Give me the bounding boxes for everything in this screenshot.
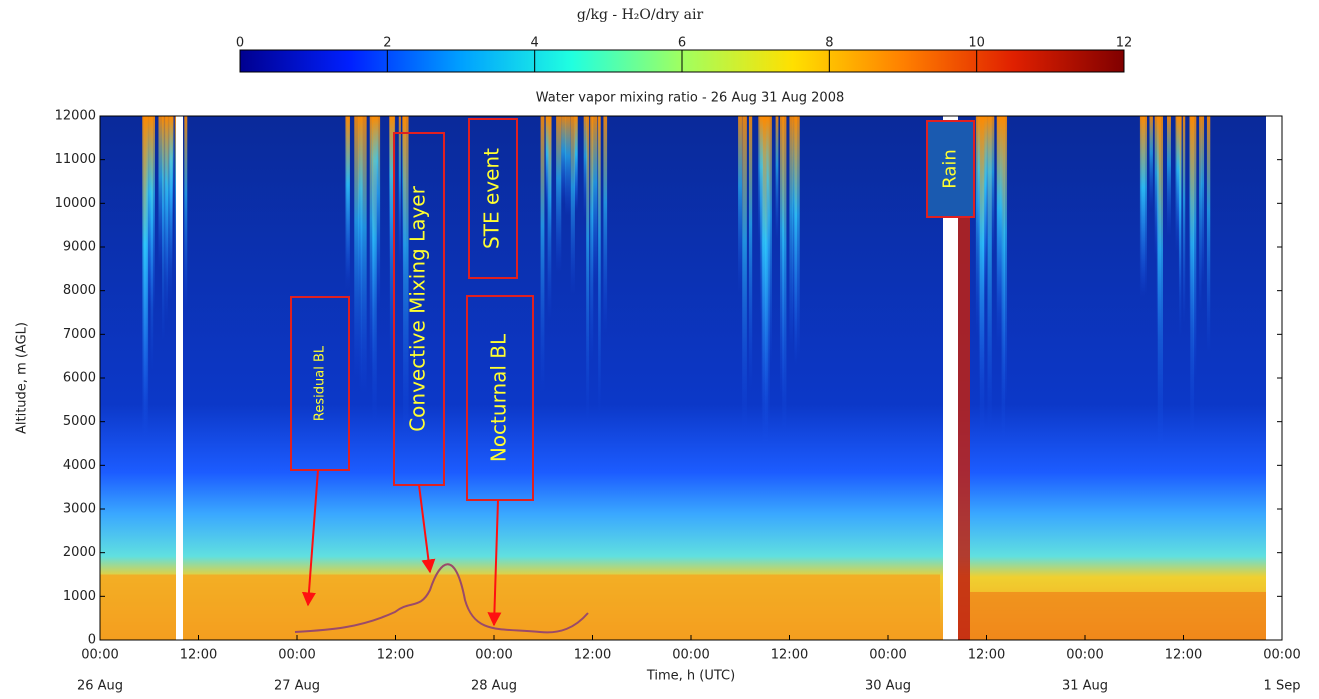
- cloud-streak: [546, 116, 549, 214]
- annotation-text: STE event: [480, 148, 504, 249]
- cloud-streak: [768, 116, 772, 366]
- cloud-streak: [794, 116, 797, 367]
- colorbar-tick-label: 10: [968, 36, 985, 51]
- x-date-label: 27 Aug: [274, 679, 320, 694]
- colorbar-tick-label: 12: [1116, 36, 1133, 51]
- cloud-streak: [738, 116, 742, 292]
- y-tick-label: 12000: [55, 109, 96, 124]
- y-tick-label: 11000: [55, 152, 96, 167]
- cloud-streak: [144, 116, 147, 437]
- cloud-streak: [1155, 116, 1159, 259]
- x-tick-label: 12:00: [180, 648, 217, 663]
- cloud-streak: [354, 116, 359, 380]
- x-date-label: 30 Aug: [865, 679, 911, 694]
- cloud-streak: [1176, 116, 1180, 252]
- y-tick-label: 0: [88, 633, 96, 648]
- cloud-streak: [1141, 116, 1147, 294]
- x-tick-label: 00:00: [1066, 648, 1103, 663]
- cloud-streak: [399, 116, 401, 265]
- annotation-text: Rain: [940, 149, 961, 189]
- y-tick-label: 7000: [63, 327, 96, 342]
- cloud-streak: [571, 116, 575, 294]
- cloud-streak: [1003, 116, 1007, 405]
- cloud-streak: [1149, 116, 1152, 209]
- x-tick-label: 12:00: [771, 648, 808, 663]
- cloud-streak: [1201, 116, 1204, 286]
- cloud-streak: [169, 116, 172, 231]
- y-tick-label: 2000: [63, 545, 96, 560]
- chart-title: Water vapor mixing ratio - 26 Aug 31 Aug…: [536, 91, 845, 106]
- y-tick-label: 4000: [63, 458, 96, 473]
- annotation-text: Convective Mixing Layer: [406, 185, 430, 431]
- cloud-streak: [345, 116, 349, 290]
- cloud-streak: [1207, 116, 1210, 354]
- x-tick-label: 12:00: [377, 648, 414, 663]
- x-tick-label: 00:00: [81, 648, 118, 663]
- y-tick-label: 5000: [63, 414, 96, 429]
- y-tick-label: 6000: [63, 371, 96, 386]
- data-gap: [176, 116, 183, 640]
- cloud-streak: [980, 116, 984, 435]
- y-tick-label: 9000: [63, 240, 96, 255]
- x-tick-label: 00:00: [278, 648, 315, 663]
- cloud-streak: [742, 116, 747, 430]
- cloud-streak: [767, 116, 769, 278]
- x-tick-label: 12:00: [1165, 648, 1202, 663]
- cloud-streak: [1183, 116, 1185, 324]
- colorbar-tick-label: 4: [531, 36, 539, 51]
- cloud-streak: [978, 116, 981, 251]
- x-tick-label: 00:00: [672, 648, 709, 663]
- x-date-label: 1 Sep: [1264, 679, 1301, 694]
- x-tick-label: 00:00: [475, 648, 512, 663]
- cloud-streak: [158, 116, 163, 270]
- cloud-streak: [780, 116, 784, 399]
- x-date-label: 26 Aug: [77, 679, 123, 694]
- cloud-streak: [997, 116, 1003, 349]
- cloud-streak: [556, 116, 561, 273]
- cloud-streak: [776, 116, 779, 240]
- colorbar-label: g/kg - H₂O/dry air: [577, 7, 704, 23]
- cloud-streak: [561, 116, 565, 204]
- cloud-streak: [373, 116, 378, 229]
- cloud-streak: [758, 116, 763, 244]
- cloud-streak: [165, 116, 168, 282]
- cloud-streak: [1167, 116, 1171, 237]
- cloud-streak: [1190, 116, 1194, 436]
- annotation-text: Nocturnal BL: [487, 333, 511, 462]
- cloud-streak: [590, 116, 593, 362]
- cloud-streak: [565, 116, 571, 216]
- heatmap-background: [100, 116, 1282, 640]
- x-tick-label: 00:00: [869, 648, 906, 663]
- cloud-streak: [603, 116, 607, 333]
- cloud-streak: [541, 116, 545, 393]
- x-tick-label: 12:00: [574, 648, 611, 663]
- x-date-label: 28 Aug: [471, 679, 517, 694]
- x-tick-label: 12:00: [968, 648, 1005, 663]
- y-tick-label: 10000: [55, 196, 96, 211]
- colorbar-tick-label: 2: [383, 36, 391, 51]
- y-tick-label: 3000: [63, 502, 96, 517]
- x-tick-label: 00:00: [1263, 648, 1300, 663]
- chart: g/kg - H₂O/dry air Water vapor mixing ra…: [0, 0, 1319, 695]
- cloud-streak: [184, 116, 187, 312]
- cloud-streak: [789, 116, 793, 352]
- colorbar-tick-label: 0: [236, 36, 244, 51]
- y-tick-label: 1000: [63, 589, 96, 604]
- y-axis-label: Altitude, m (AGL): [15, 322, 30, 434]
- colorbar-tick-label: 8: [825, 36, 833, 51]
- cloud-streak: [990, 116, 995, 256]
- cloud-streak: [749, 116, 752, 388]
- cloud-streak: [149, 116, 153, 305]
- x-axis-label: Time, h (UTC): [646, 669, 735, 684]
- y-tick-label: 8000: [63, 283, 96, 298]
- cloud-streak: [584, 116, 588, 218]
- colorbar-tick-label: 6: [678, 36, 686, 51]
- cloud-streak: [598, 116, 601, 415]
- annotation-text: Residual BL: [313, 345, 328, 421]
- x-date-label: 31 Aug: [1062, 679, 1108, 694]
- boundary-layer: [970, 592, 1270, 640]
